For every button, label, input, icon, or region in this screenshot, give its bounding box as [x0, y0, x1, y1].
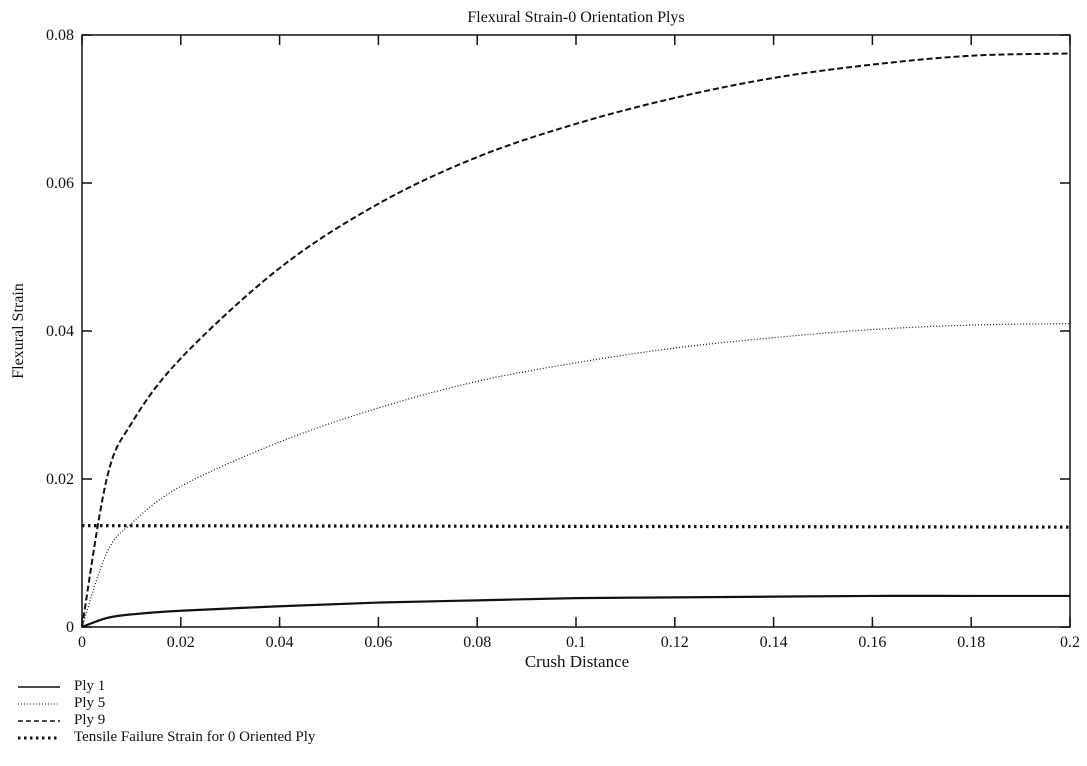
legend-label: Ply 9 [74, 712, 106, 728]
legend-label: Ply 1 [74, 678, 106, 694]
x-tick-label: 0 [78, 634, 86, 651]
legend-item-tensile-failure: Tensile Failure Strain for 0 Oriented Pl… [18, 729, 315, 746]
x-tick-label: 0.04 [266, 634, 294, 651]
x-axis-label: Crush Distance [525, 652, 629, 671]
y-axis-label: Flexural Strain [10, 283, 27, 379]
legend-swatch-solid [18, 685, 60, 688]
legend-item-ply-1: Ply 1 [18, 678, 315, 695]
legend-item-ply-9: Ply 9 [18, 712, 315, 729]
y-tick-label: 0 [66, 619, 74, 636]
legend-swatch-fine-dotted [18, 703, 60, 704]
y-tick-label: 0.06 [46, 175, 74, 192]
x-tick-label: 0.14 [760, 634, 788, 651]
x-tick-label: 0.16 [858, 634, 886, 651]
legend-label: Tensile Failure Strain for 0 Oriented Pl… [74, 729, 316, 745]
legend-swatch-dashed [18, 719, 60, 722]
axis-ticks: 0 0.02 0.04 0.06 0.08 0.1 0.12 0.14 0.16 0.18 0.2 0… [46, 27, 1080, 651]
x-tick-label: 0.12 [661, 634, 689, 651]
x-tick-label: 0.2 [1060, 634, 1080, 651]
series-line-2 [81, 323, 1071, 628]
series-line-3 [81, 52, 1071, 628]
chart-title: Flexural Strain-0 Orientation Plys [467, 9, 684, 26]
y-tick-label: 0.08 [46, 27, 74, 44]
series-line-4 [81, 524, 1071, 529]
y-tick-label: 0.02 [46, 471, 74, 488]
x-tick-label: 0.1 [566, 634, 586, 651]
legend-label: Ply 5 [74, 695, 106, 711]
legend: Ply 1 Ply 5 Ply 9 Tensile Failure Strain… [18, 678, 315, 746]
x-tick-label: 0.08 [463, 634, 491, 651]
series-layer [81, 52, 1071, 629]
series-line-1 [81, 594, 1070, 629]
legend-item-ply-5: Ply 5 [18, 695, 315, 712]
x-tick-label: 0.02 [167, 634, 195, 651]
x-tick-label: 0.18 [957, 634, 985, 651]
x-tick-label: 0.06 [364, 634, 392, 651]
y-tick-label: 0.04 [46, 323, 74, 340]
legend-swatch-bold-dotted [18, 736, 60, 739]
